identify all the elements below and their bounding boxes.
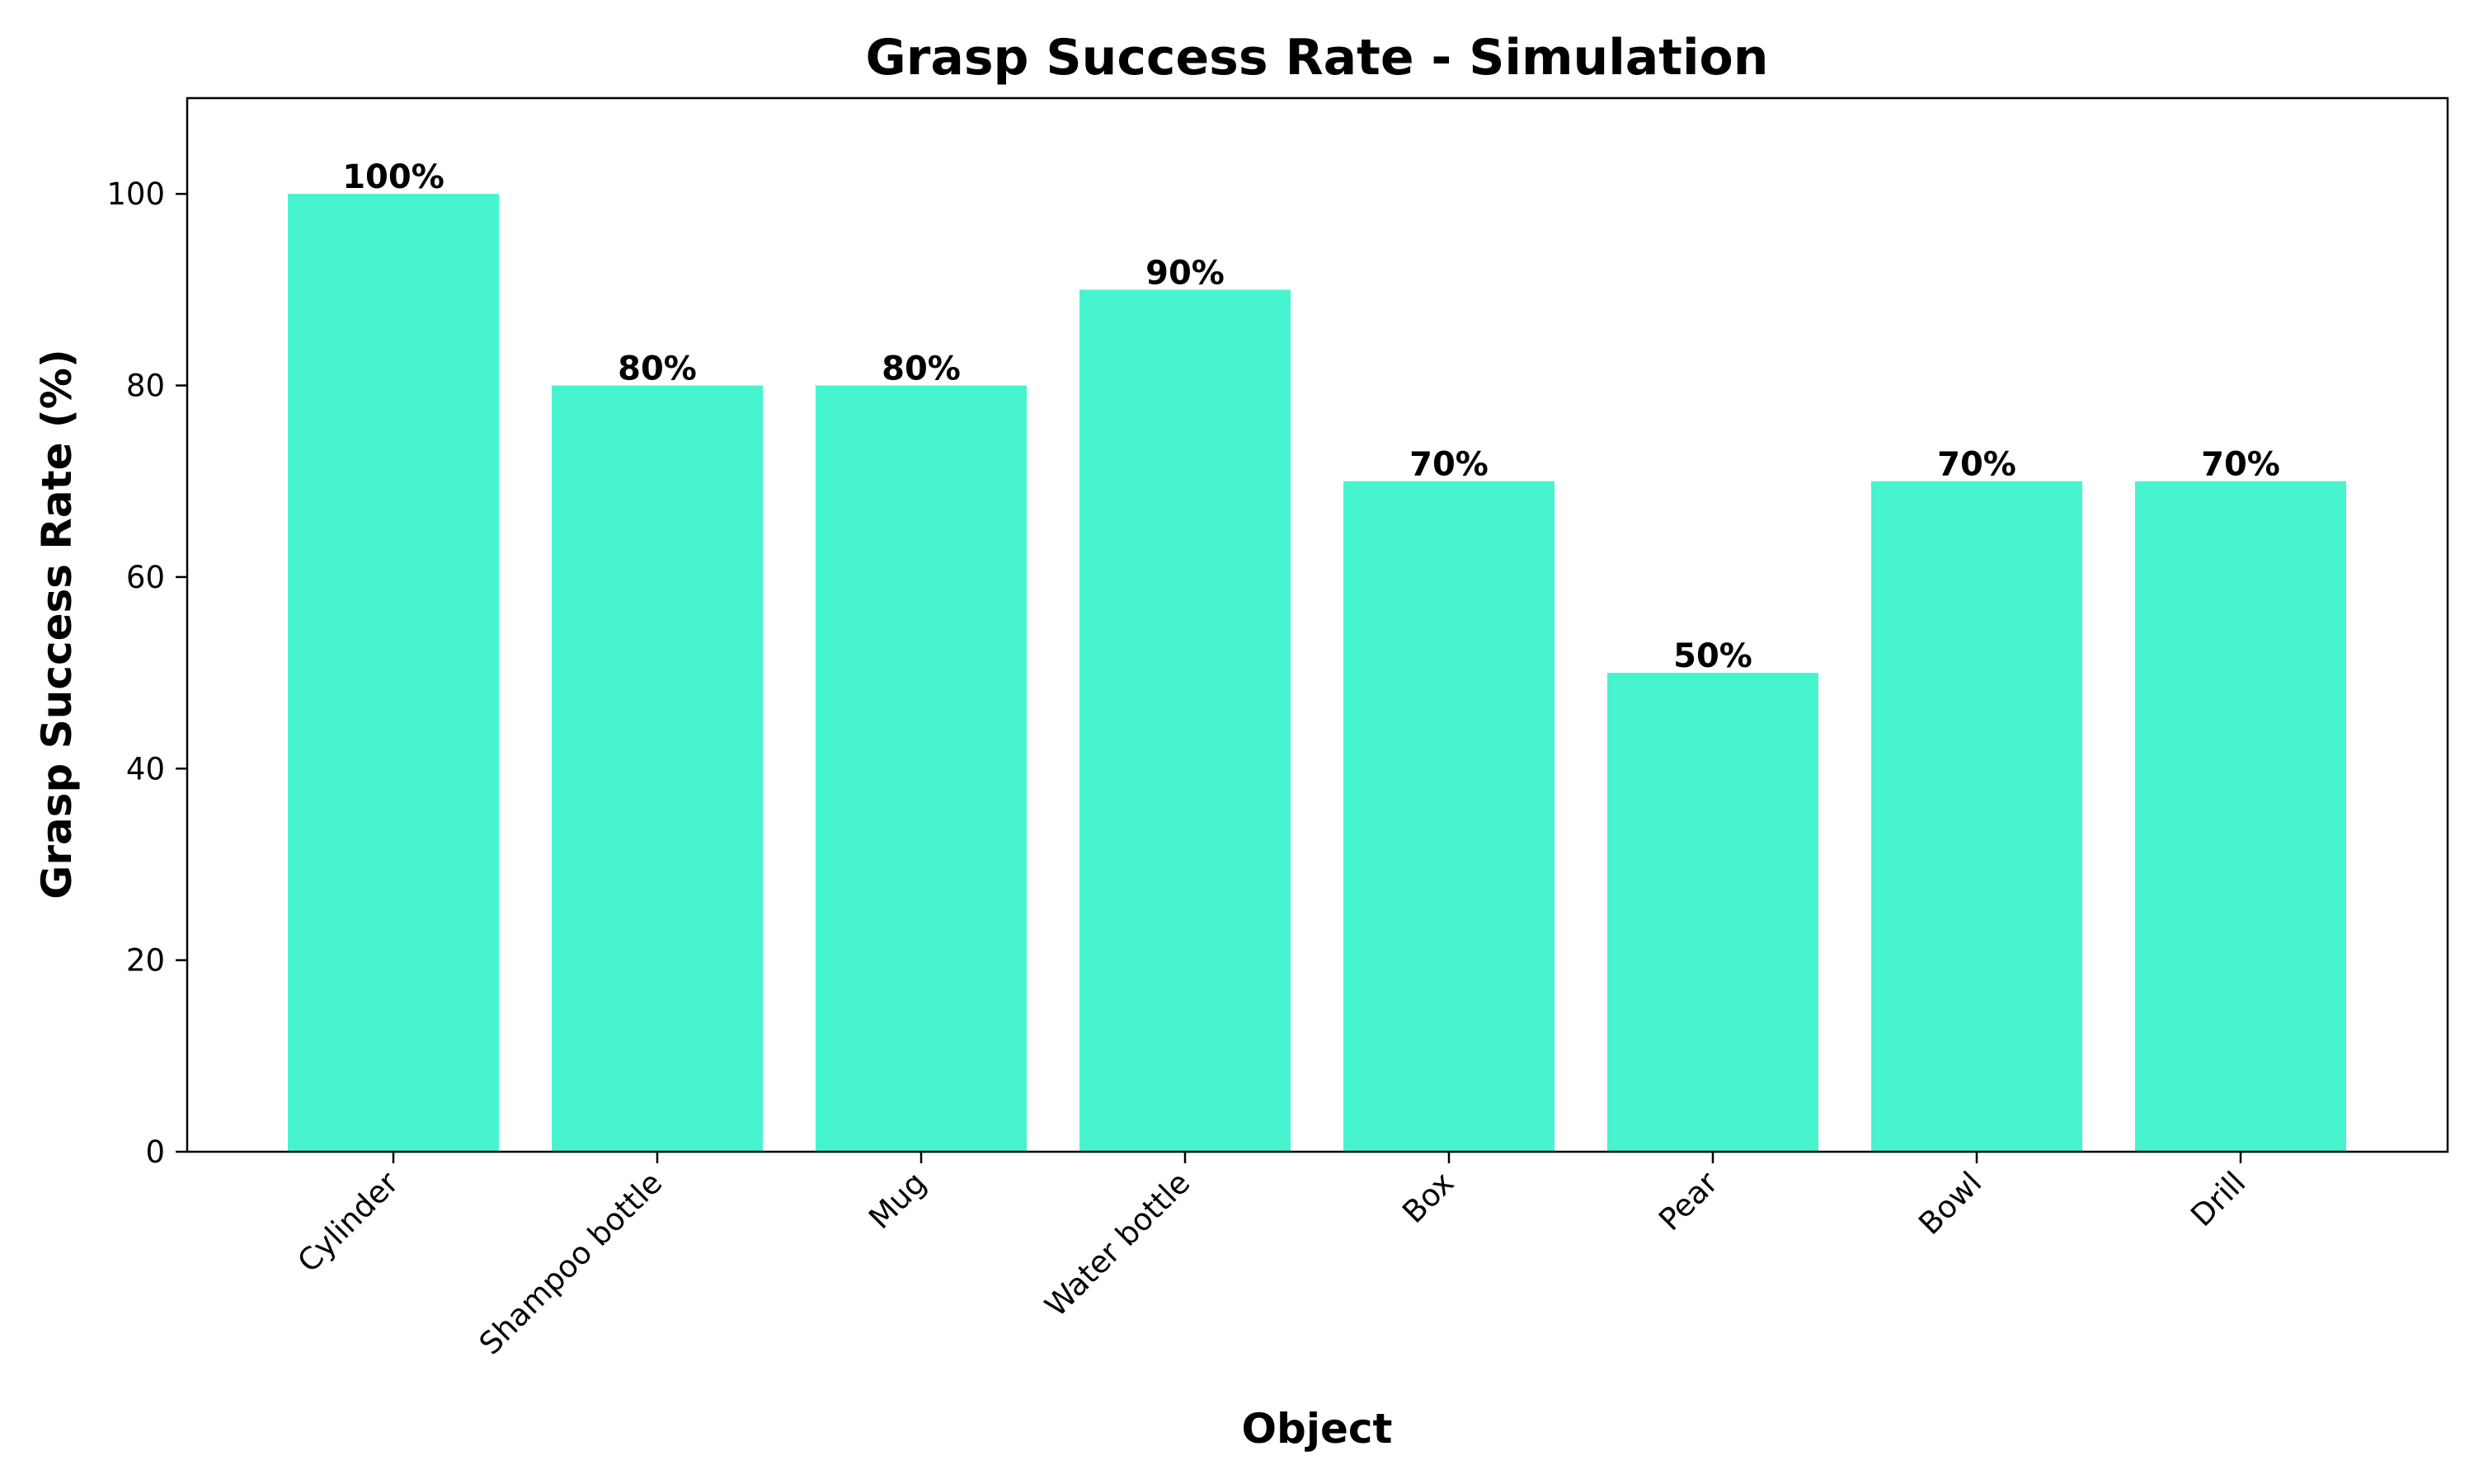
bar-bowl [1871,481,2082,1152]
y-tick-label-100: 100 [106,176,165,212]
data-label-pear: 50% [1673,637,1752,675]
data-label-cylinder: 100% [342,158,444,196]
data-label-bowl: 70% [1937,446,2016,484]
bar-drill [2135,481,2346,1152]
bar-cylinder [288,194,499,1152]
x-axis-label: Object [1242,1405,1393,1453]
plot-frame [186,96,2449,1153]
bars-group [288,194,2346,1153]
data-labels-group: 100% 80% 80% 90% 70% 50% 70% 70% [342,158,2280,675]
data-label-shampoo-bottle: 80% [618,350,697,388]
bar-box [1343,481,1554,1152]
y-tick-label-0: 0 [145,1134,165,1170]
y-tick-label-40: 40 [126,751,165,787]
y-axis-label: Grasp Success Rate (%) [33,349,81,899]
y-axis: 0 20 40 60 80 100 [106,176,187,1170]
bar-mug [816,385,1027,1153]
data-label-box: 70% [1409,446,1489,484]
bar-pear [1607,673,1818,1152]
data-label-mug: 80% [882,350,961,388]
data-label-water-bottle: 90% [1145,254,1225,292]
data-label-drill: 70% [2201,446,2280,484]
chart-title: Grasp Success Rate - Simulation [866,29,1769,87]
y-tick-label-60: 60 [126,560,165,595]
y-tick-label-20: 20 [126,943,165,979]
y-tick-label-80: 80 [126,369,165,404]
bar-shampoo-bottle [552,385,763,1153]
bar-water-bottle [1079,289,1291,1152]
